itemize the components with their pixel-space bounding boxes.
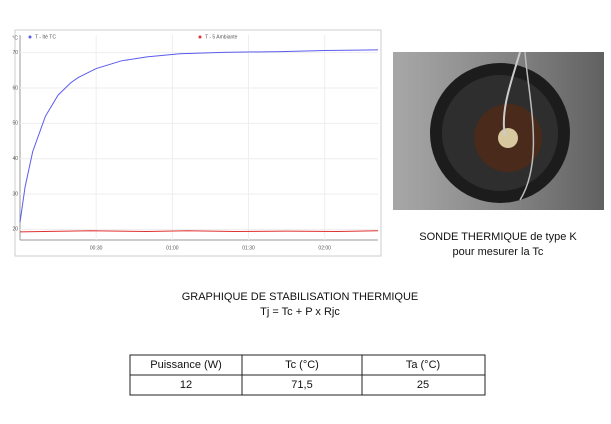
y-axis-unit: °C	[12, 35, 18, 41]
y-tick-label: 20	[12, 227, 18, 233]
legend-swatch	[198, 35, 202, 39]
table-cell: 12	[180, 379, 192, 391]
photo-caption: SONDE THERMIQUE de type K	[419, 231, 577, 243]
table-cell: 25	[417, 379, 429, 391]
line	[19, 230, 379, 233]
y-tick-label: 60	[12, 85, 18, 91]
line	[19, 49, 379, 223]
table-cell: 71,5	[291, 379, 312, 391]
x-tick-label: 00:30	[90, 245, 103, 251]
heading: Tj = Tc + P x Rjc	[260, 306, 340, 318]
photo	[393, 51, 604, 210]
chart-frame	[14, 29, 382, 257]
y-tick-label: 40	[12, 156, 18, 162]
legend-label: T - Ité TC	[35, 34, 56, 40]
x-tick-label: 01:00	[166, 245, 179, 251]
x-tick-label: 01:30	[242, 245, 255, 251]
photo-caption: pour mesurer la Tc	[453, 246, 544, 258]
x-tick-label: 02:00	[318, 245, 331, 251]
y-tick-label: 70	[12, 50, 18, 56]
y-tick-label: 50	[12, 121, 18, 127]
table	[129, 354, 486, 396]
heading: GRAPHIQUE DE STABILISATION THERMIQUE	[182, 291, 419, 303]
table-header: Tc (°C)	[285, 359, 319, 371]
table-header: Puissance (W)	[150, 359, 222, 371]
table-header: Ta (°C)	[406, 359, 440, 371]
y-tick-label: 30	[12, 191, 18, 197]
legend-swatch	[28, 35, 32, 39]
legend-label: T - 5 Ambiante	[205, 34, 238, 40]
